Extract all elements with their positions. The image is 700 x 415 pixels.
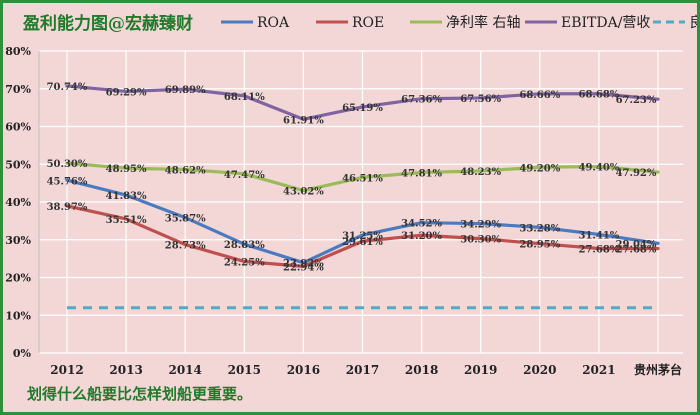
series-line-2	[65, 161, 660, 193]
data-label: 47.81%	[401, 169, 442, 180]
data-label: 31.20%	[401, 231, 442, 242]
x-tick-label: 2019	[464, 363, 497, 377]
data-label: 31.41%	[578, 230, 619, 241]
data-label: 49.40%	[578, 163, 619, 174]
data-label: 65.19%	[342, 103, 383, 114]
data-label: 29.04%	[616, 239, 657, 250]
x-tick-label: 2012	[50, 363, 83, 377]
y-tick-label: 30%	[5, 234, 31, 247]
y-axis: 0% 10% 20% 30% 40% 50% 60% 70% 80%	[5, 45, 40, 360]
x-tick-label: 2015	[228, 363, 261, 377]
legend-label: 良好线	[689, 15, 697, 31]
y-tick-label: 10%	[5, 309, 31, 322]
data-label: 61.91%	[283, 115, 324, 126]
series-lines	[65, 84, 660, 310]
data-label: 68.68%	[578, 90, 619, 101]
data-label: 33.28%	[519, 223, 560, 234]
data-label: 48.62%	[165, 165, 206, 176]
legend-label: 净利率 右轴	[446, 14, 520, 31]
data-label: 29.61%	[342, 237, 383, 248]
data-label: 30.30%	[460, 235, 501, 246]
data-label: 45.76%	[47, 176, 88, 187]
x-tick-label: 2017	[346, 363, 379, 377]
data-label: 69.89%	[165, 85, 206, 96]
y-tick-label: 50%	[5, 158, 31, 171]
chart-title: 盈利能力图@宏赫臻财	[22, 13, 193, 34]
y-tick-label: 70%	[5, 83, 31, 96]
y-tick-label: 40%	[5, 196, 31, 209]
y-tick-label: 20%	[5, 272, 31, 285]
data-labels: 45.76% 41.83% 35.87% 28.83% 23.92% 31.25% 34.5…	[47, 82, 657, 273]
data-label: 35.51%	[106, 215, 147, 226]
data-label: 28.83%	[224, 240, 265, 251]
data-label: 70.74%	[47, 82, 88, 93]
data-label: 24.25%	[224, 257, 265, 268]
data-label: 68.11%	[224, 92, 265, 103]
y-tick-label: 60%	[5, 121, 31, 134]
x-tick-label: 2014	[168, 363, 201, 377]
data-label: 22.94%	[283, 262, 324, 273]
data-label: 48.95%	[106, 164, 147, 175]
data-label: 28.73%	[165, 241, 206, 252]
legend-label: ROE	[352, 15, 384, 31]
data-label: 27.68%	[578, 245, 619, 256]
y-tick-label: 80%	[5, 45, 31, 58]
footnote: 划得什么船要比怎样划船更重要。	[27, 385, 252, 403]
x-tick-label: 2020	[523, 363, 556, 377]
x-tick-label: 2021	[582, 363, 615, 377]
x-tick-label: 贵州茅台	[634, 362, 682, 377]
x-tick-label: 2016	[287, 363, 320, 377]
line-chart: 0%10%20%30%40%50%60%70%80% 2012 2013 2014 2…	[5, 13, 697, 403]
data-label: 68.66%	[519, 90, 560, 101]
y-tick-label: 0%	[13, 347, 32, 360]
data-label: 47.92%	[616, 168, 657, 179]
legend: ROA ROE 净利率 右轴 EBITDA/营收 良好线	[221, 14, 697, 31]
data-label: 67.36%	[401, 95, 442, 106]
data-label: 46.51%	[342, 173, 383, 184]
x-tick-label: 2018	[405, 363, 438, 377]
data-label: 31.25%	[342, 231, 383, 242]
series-line-0	[65, 178, 660, 265]
data-label: 28.95%	[519, 240, 560, 251]
data-label: 38.97%	[47, 202, 88, 213]
legend-label: ROA	[257, 15, 290, 31]
data-label: 69.29%	[106, 87, 147, 98]
data-label: 49.20%	[519, 163, 560, 174]
data-label: 34.52%	[401, 219, 442, 230]
data-label: 47.47%	[224, 170, 265, 181]
data-label: 48.23%	[460, 167, 501, 178]
data-label: 27.68%	[616, 245, 657, 256]
gridlines	[39, 50, 683, 354]
series-line-3	[65, 84, 660, 121]
data-label: 67.56%	[460, 94, 501, 105]
x-axis: 2012 2013 2014 2015 2016 2017 2018 2019 2020 2021…	[50, 362, 682, 377]
data-label: 43.02%	[283, 187, 324, 198]
x-tick-label: 2013	[109, 363, 142, 377]
data-label: 35.87%	[165, 214, 206, 225]
data-label: 34.29%	[460, 220, 501, 231]
series-line-1	[65, 204, 660, 269]
data-label: 50.30%	[47, 159, 88, 170]
legend-label: EBITDA/营收	[561, 15, 650, 31]
data-label: 67.23%	[616, 95, 657, 106]
data-label: 23.92%	[283, 259, 324, 270]
data-label: 41.83%	[106, 191, 147, 202]
